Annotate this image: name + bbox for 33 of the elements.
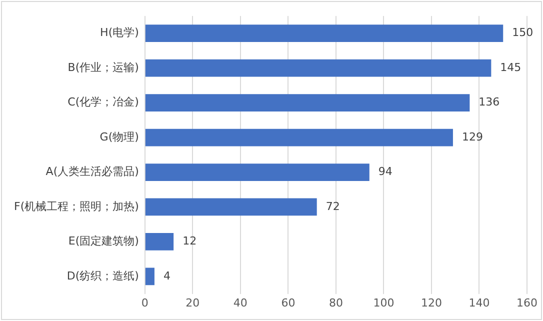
bar bbox=[145, 24, 504, 42]
bar bbox=[145, 164, 370, 181]
x-tick-label: 100 bbox=[373, 296, 394, 310]
data-label: 4 bbox=[163, 269, 170, 282]
x-tick-label: 120 bbox=[420, 296, 442, 310]
y-tick-label: E(固定建筑物) bbox=[68, 234, 139, 248]
x-tick-label: 20 bbox=[186, 296, 200, 310]
x-tick-label: 140 bbox=[468, 296, 490, 310]
data-label: 129 bbox=[462, 130, 483, 144]
data-label: 150 bbox=[512, 26, 534, 40]
bar bbox=[145, 94, 470, 112]
data-label: 94 bbox=[378, 165, 392, 178]
x-tick-label: 160 bbox=[516, 296, 538, 310]
data-label: 12 bbox=[182, 234, 197, 248]
y-tick-label: A(人类生活必需品) bbox=[46, 165, 139, 178]
x-tick-label: 80 bbox=[328, 296, 343, 310]
bar bbox=[145, 128, 453, 146]
y-tick-label: B(作业；运输) bbox=[68, 60, 139, 74]
y-tick-label: G(物理) bbox=[100, 130, 139, 144]
data-label: 136 bbox=[478, 96, 500, 109]
bar bbox=[145, 198, 317, 216]
y-tick-label: F(机械工程；照明；加热) bbox=[14, 200, 139, 213]
bar bbox=[145, 233, 174, 250]
data-label: 145 bbox=[500, 60, 522, 74]
x-tick-label: 0 bbox=[141, 296, 148, 310]
y-tick-label: H(电学) bbox=[100, 26, 139, 40]
data-label: 72 bbox=[326, 200, 340, 213]
x-tick-label: 60 bbox=[281, 296, 296, 310]
y-tick-label: D(纺织；造纸) bbox=[66, 269, 139, 282]
x-tick-label: 40 bbox=[233, 296, 248, 310]
bar bbox=[145, 268, 154, 286]
bar bbox=[145, 59, 492, 77]
y-tick-label: C(化学；冶金) bbox=[68, 96, 139, 109]
